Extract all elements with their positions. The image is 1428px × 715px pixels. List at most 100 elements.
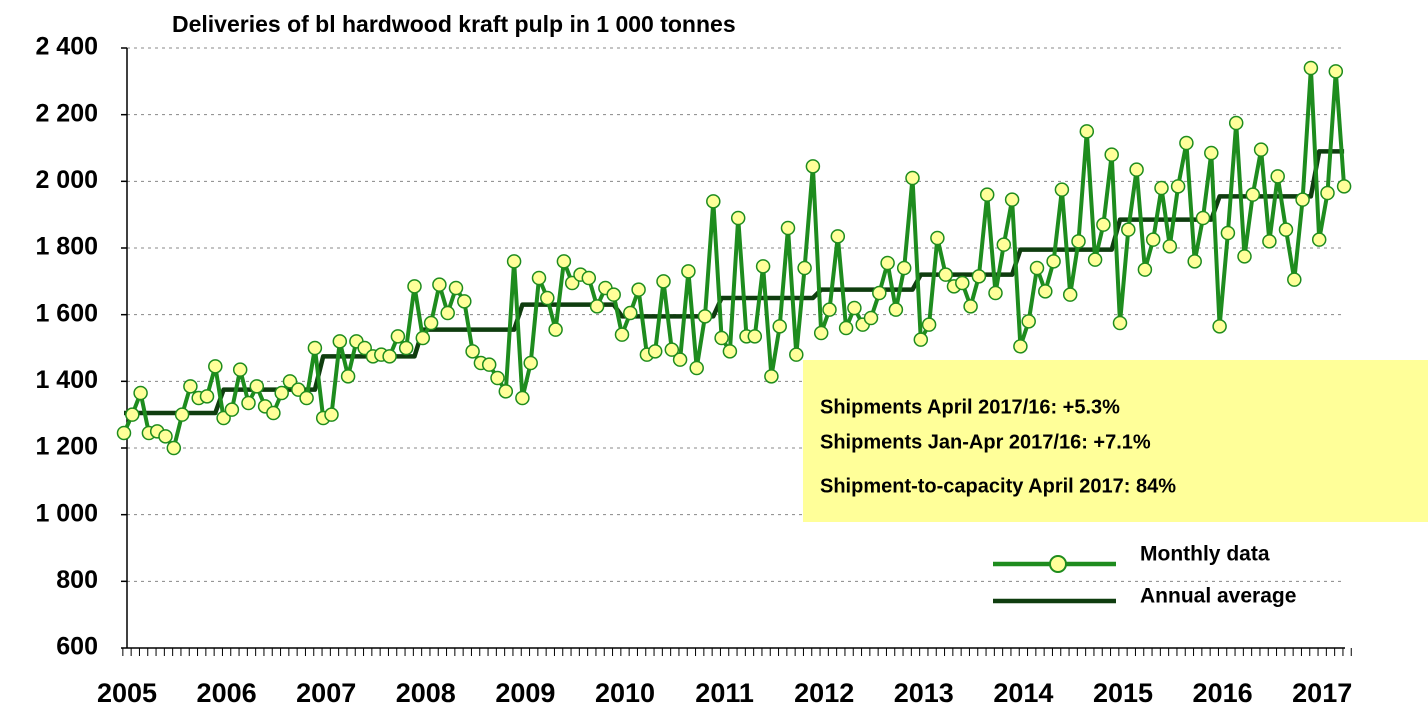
data-point (930, 230, 945, 246)
data-point (1004, 192, 1020, 207)
data-point (697, 309, 713, 324)
x-tick-label: 2009 (495, 678, 555, 708)
data-point (1262, 234, 1277, 249)
data-point (540, 290, 555, 306)
x-tick-label: 2008 (396, 678, 456, 708)
y-tick-label: 2 200 (35, 99, 98, 127)
data-point (1170, 179, 1186, 194)
annotation: Shipments Jan-Apr 2017/16: +7.1% (820, 431, 1151, 453)
y-tick-label: 1 600 (35, 299, 98, 327)
data-point (1029, 260, 1045, 276)
y-tick-label: 1 400 (35, 366, 98, 394)
data-point (623, 305, 638, 321)
data-point (1046, 254, 1061, 269)
data-point (249, 379, 265, 394)
data-point (606, 287, 621, 302)
data-point (1054, 182, 1070, 197)
data-point (1245, 187, 1261, 202)
y-tick-label: 1 200 (35, 433, 98, 461)
data-point (224, 402, 240, 417)
x-tick-label: 2016 (1193, 678, 1253, 708)
data-point (797, 260, 812, 276)
data-point (1287, 272, 1302, 287)
data-point (805, 159, 821, 174)
data-point (448, 280, 464, 296)
data-point (838, 320, 854, 336)
data-point (996, 237, 1012, 252)
data-point (822, 302, 837, 317)
x-tick-label: 2015 (1093, 678, 1153, 708)
chart-title: Deliveries of bl hardwood kraft pulp in … (172, 11, 736, 37)
data-point (498, 384, 514, 399)
data-point (432, 277, 447, 292)
data-point (896, 260, 912, 276)
data-point (955, 275, 970, 291)
data-point (1295, 192, 1310, 207)
x-tick-label: 2010 (595, 678, 655, 708)
data-point (506, 254, 522, 269)
annotation-box (803, 360, 1428, 522)
data-point (158, 429, 173, 444)
x-tick-label: 2011 (695, 678, 754, 708)
data-point (664, 342, 680, 357)
data-point (174, 407, 190, 422)
data-point (1121, 222, 1136, 237)
data-point (1220, 225, 1236, 241)
data-point (307, 340, 323, 356)
data-point (1237, 249, 1252, 264)
x-tick-label: 2006 (197, 678, 257, 708)
y-tick-label: 2 000 (35, 166, 98, 194)
data-point (241, 395, 256, 411)
data-point (299, 390, 314, 406)
data-point (979, 187, 995, 202)
x-tick-label: 2017 (1292, 678, 1352, 708)
data-point (390, 329, 406, 344)
data-point (531, 270, 547, 286)
data-point (1187, 254, 1202, 269)
data-point (672, 352, 688, 367)
data-point (747, 329, 763, 344)
data-point (581, 270, 597, 286)
annotation: Shipment-to-capacity April 2017: 84% (820, 475, 1176, 497)
data-point (523, 355, 538, 371)
data-point (714, 330, 729, 346)
data-point (830, 229, 846, 244)
data-point (905, 170, 920, 186)
data-point (183, 379, 198, 394)
data-point (1162, 239, 1178, 254)
legend-label: Annual average (1140, 585, 1296, 608)
data-point (515, 390, 530, 406)
data-point (1137, 262, 1153, 277)
data-point (1087, 252, 1103, 267)
data-point (1228, 115, 1244, 131)
data-point (407, 279, 422, 294)
data-point (722, 344, 738, 359)
data-point (1129, 162, 1144, 177)
data-point (730, 210, 746, 226)
data-point (1154, 180, 1169, 196)
data-point (780, 220, 796, 236)
data-point (166, 440, 182, 456)
data-point (1038, 284, 1053, 299)
data-point (457, 294, 472, 309)
data-point (1204, 145, 1219, 161)
data-point (324, 407, 339, 422)
x-tick-label: 2012 (794, 678, 854, 708)
data-point (415, 330, 431, 346)
annotation: Shipments April 2017/16: +5.3% (820, 396, 1120, 418)
data-point (755, 259, 771, 274)
data-point (465, 344, 480, 359)
data-point (706, 194, 721, 209)
data-point (398, 340, 414, 356)
data-point (789, 347, 804, 362)
data-point (988, 285, 1003, 301)
data-point (913, 332, 929, 347)
data-point (647, 344, 663, 359)
y-tick-label: 600 (56, 633, 98, 661)
data-point (1328, 64, 1344, 79)
data-point (1145, 232, 1161, 247)
data-point (274, 385, 289, 401)
data-point (963, 299, 978, 314)
data-point (847, 300, 862, 316)
data-point (266, 405, 281, 421)
